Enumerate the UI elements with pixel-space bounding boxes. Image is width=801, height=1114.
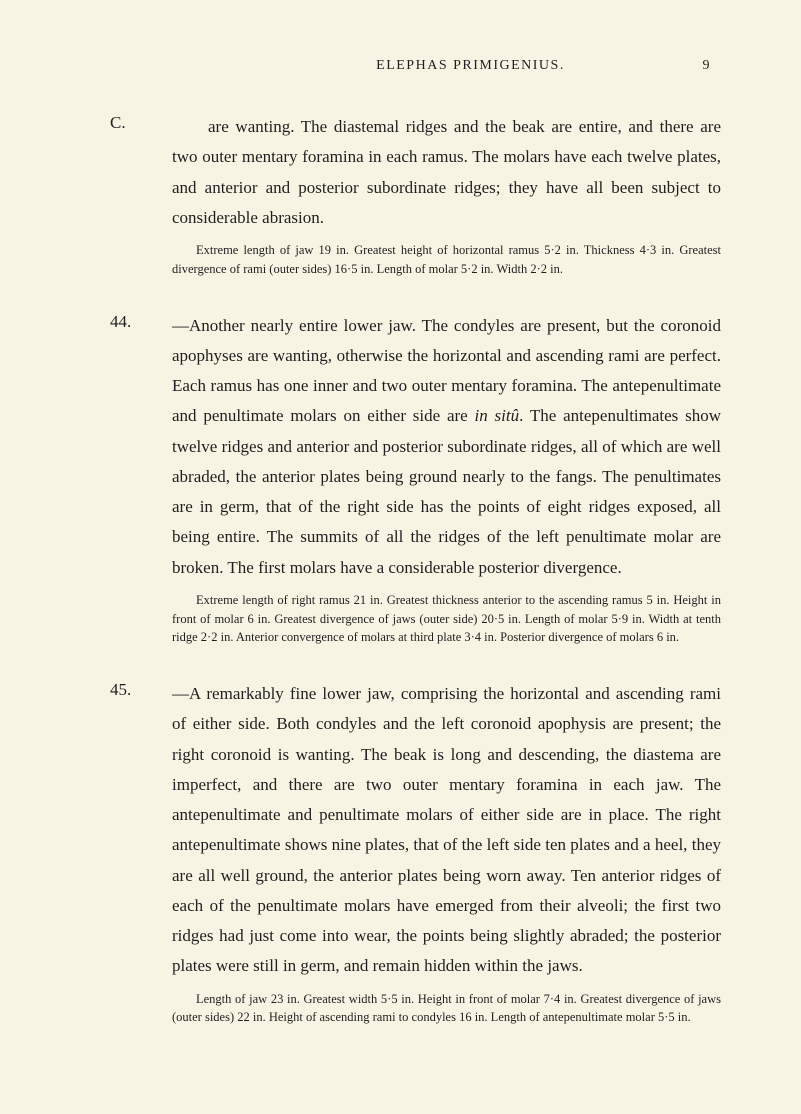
entry-45-note: Length of jaw 23 in. Greatest width 5·5 … (172, 990, 721, 1028)
entry-44-label: 44. (110, 311, 172, 660)
entry-c: C. are wanting. The diastemal ridges and… (110, 112, 721, 291)
entry-c-note: Extreme length of jaw 19 in. Greatest he… (172, 241, 721, 279)
entry-44: 44. —Another nearly entire lower jaw. Th… (110, 311, 721, 660)
entry-44-note: Extreme length of right ramus 21 in. Gre… (172, 591, 721, 647)
entry-45-body: —A remarkably fine lower jaw, comprising… (172, 679, 721, 1039)
entry-c-label: C. (110, 112, 172, 291)
running-title: ELEPHAS PRIMIGENIUS. (250, 58, 691, 74)
page-number: 9 (691, 58, 711, 74)
running-head: ELEPHAS PRIMIGENIUS. 9 (110, 58, 721, 74)
entry-45-paragraph: —A remarkably fine lower jaw, comprising… (172, 679, 721, 982)
page-container: ELEPHAS PRIMIGENIUS. 9 C. are wanting. T… (0, 0, 801, 1114)
entry-c-body: are wanting. The diastemal ridges and th… (172, 112, 721, 291)
entry-44-italic: in sitû (475, 406, 520, 425)
entry-45: 45. —A remarkably fine lower jaw, compri… (110, 679, 721, 1039)
entry-c-paragraph: are wanting. The diastemal ridges and th… (172, 112, 721, 233)
entry-45-label: 45. (110, 679, 172, 1039)
entry-44-text-2: . The antepenultimates show twelve ridge… (172, 406, 721, 576)
entry-44-body: —Another nearly entire lower jaw. The co… (172, 311, 721, 660)
entry-44-paragraph: —Another nearly entire lower jaw. The co… (172, 311, 721, 583)
